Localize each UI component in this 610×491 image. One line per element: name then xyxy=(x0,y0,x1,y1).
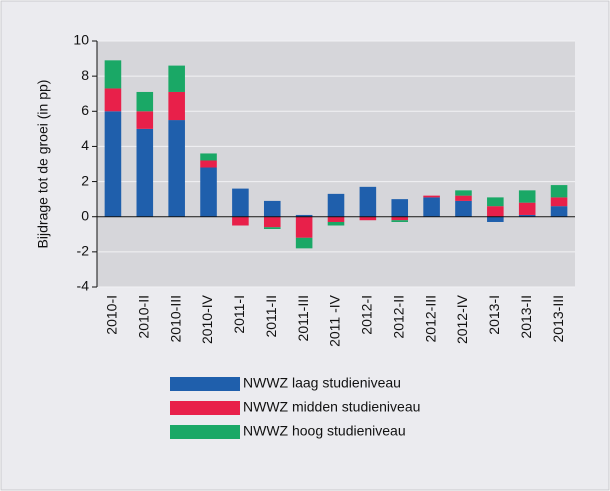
bar-segment xyxy=(391,216,409,221)
legend-label: NWWZ hoog studieniveau xyxy=(243,423,406,439)
x-tick-label: 2011-II xyxy=(263,295,279,338)
bar-segment xyxy=(200,167,217,217)
x-tick-label: 2010-IV xyxy=(199,294,215,344)
x-tick-label: 2012-I xyxy=(359,295,375,335)
y-tick-label: 6 xyxy=(81,102,89,118)
bar-segment xyxy=(487,206,504,217)
bar-segment xyxy=(104,88,122,112)
bar-segment xyxy=(327,193,345,217)
y-axis-label: Bijdrage tot de groei (in pp) xyxy=(35,80,51,249)
bar-segment xyxy=(232,216,249,226)
bar-segment xyxy=(327,216,345,222)
bar-segment xyxy=(136,128,154,217)
bar-segment xyxy=(423,197,440,217)
legend-label: NWWZ midden studieniveau xyxy=(243,399,420,415)
x-tick-label: 2012-IV xyxy=(454,294,470,344)
x-tick-label: 2013-I xyxy=(486,295,502,335)
x-tick-label: 2012-III xyxy=(422,295,438,342)
bar-segment xyxy=(327,221,345,226)
y-tick-label: 10 xyxy=(73,32,89,48)
bar-segment xyxy=(200,160,217,168)
bar-segment xyxy=(423,195,440,198)
bar-segment xyxy=(518,202,536,215)
x-tick-label: 2012-II xyxy=(390,295,406,339)
x-tick-label: 2010-III xyxy=(167,295,183,342)
x-tick-label: 2011 -IV xyxy=(327,294,343,347)
bar-segment xyxy=(487,197,504,207)
x-tick-label: 2013-III xyxy=(550,295,566,342)
bar-segment xyxy=(455,195,472,201)
bar-segment xyxy=(295,216,313,238)
legend-label: NWWZ laag studieniveau xyxy=(243,375,401,391)
bar-segment xyxy=(232,188,249,217)
bar-segment xyxy=(200,153,217,161)
bar-segment xyxy=(104,60,122,89)
x-tick-label: 2010-I xyxy=(104,295,120,335)
x-tick-label: 2010-II xyxy=(136,295,152,339)
y-tick-label: -2 xyxy=(77,243,90,259)
x-tick-label: 2013-II xyxy=(518,295,534,339)
bar-segment xyxy=(518,190,536,203)
bar-segment xyxy=(455,200,472,217)
bar-segment xyxy=(168,65,185,92)
bar-segment xyxy=(263,216,281,228)
x-tick-label: 2011-I xyxy=(231,295,247,334)
y-tick-label: 8 xyxy=(81,67,89,83)
bar-segment xyxy=(295,214,313,217)
bar-segment xyxy=(391,199,409,217)
bar-segment xyxy=(518,214,536,217)
bar-segment xyxy=(136,91,154,112)
bar-segment xyxy=(168,91,185,121)
legend-swatch xyxy=(170,401,240,415)
legend-swatch xyxy=(170,425,240,439)
bar-segment xyxy=(359,186,377,217)
bar-segment xyxy=(550,206,568,217)
y-tick-label: -4 xyxy=(77,278,90,294)
bar-segment xyxy=(136,111,154,129)
bar-segment xyxy=(168,120,185,217)
bar-segment xyxy=(295,237,313,249)
x-tick-label: 2011-III xyxy=(295,295,311,341)
bar-segment xyxy=(263,227,281,230)
bar-segment xyxy=(550,185,568,198)
bar-segment xyxy=(455,190,472,196)
bar-segment xyxy=(359,216,377,221)
legend-swatch xyxy=(170,377,240,391)
bar-segment xyxy=(487,216,504,222)
y-tick-label: 4 xyxy=(81,137,89,153)
bar-segment xyxy=(391,220,409,222)
bar-segment xyxy=(550,197,568,207)
bar-segment xyxy=(104,111,122,217)
y-tick-label: 0 xyxy=(81,207,89,223)
y-tick-label: 2 xyxy=(81,172,89,188)
bar-segment xyxy=(263,200,281,217)
